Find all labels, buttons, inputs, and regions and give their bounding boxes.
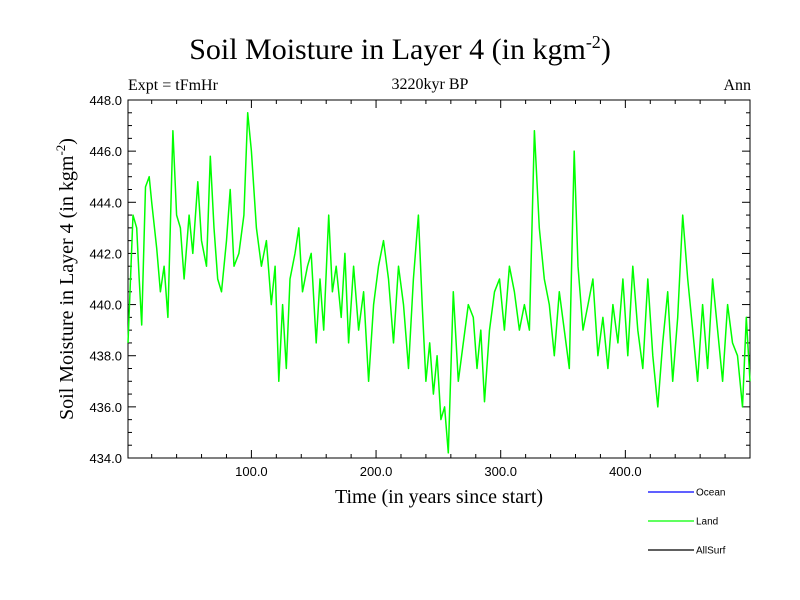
chart-title-close: ) xyxy=(600,33,611,66)
plot-frame xyxy=(127,99,751,459)
y-tick-label: 444.0 xyxy=(89,195,122,210)
legend-label-allsurf: AllSurf xyxy=(696,546,726,557)
x-tick-label: 300.0 xyxy=(484,464,517,479)
x-tick-label: 100.0 xyxy=(235,464,268,479)
y-tick-label: 448.0 xyxy=(89,93,122,108)
y-tick-label: 436.0 xyxy=(89,400,122,415)
series-line-land xyxy=(127,112,751,454)
y-tick-label: 440.0 xyxy=(89,298,122,313)
experiment-label: Expt = tFmHr xyxy=(128,77,218,94)
y-tick-label: 434.0 xyxy=(89,451,122,466)
x-axis-label: Time (in years since start) xyxy=(334,486,544,508)
y-tick-label: 442.0 xyxy=(89,246,122,261)
x-tick-label: 400.0 xyxy=(609,464,642,479)
period-label: Ann xyxy=(723,77,751,94)
y-tick-label: 446.0 xyxy=(89,144,122,159)
x-tick-label: 200.0 xyxy=(360,464,393,479)
legend-label-ocean: Ocean xyxy=(696,488,725,499)
chart-title: Soil Moisture in Layer 4 (in kgm-2) xyxy=(0,32,800,67)
legend-label-land: Land xyxy=(696,517,718,528)
chart-title-superscript: -2 xyxy=(585,32,601,52)
chart-subtitle: 3220kyr BP xyxy=(391,76,469,93)
y-tick-label: 438.0 xyxy=(89,349,122,364)
chart-title-text: Soil Moisture in Layer 4 (in kgm xyxy=(189,33,586,66)
